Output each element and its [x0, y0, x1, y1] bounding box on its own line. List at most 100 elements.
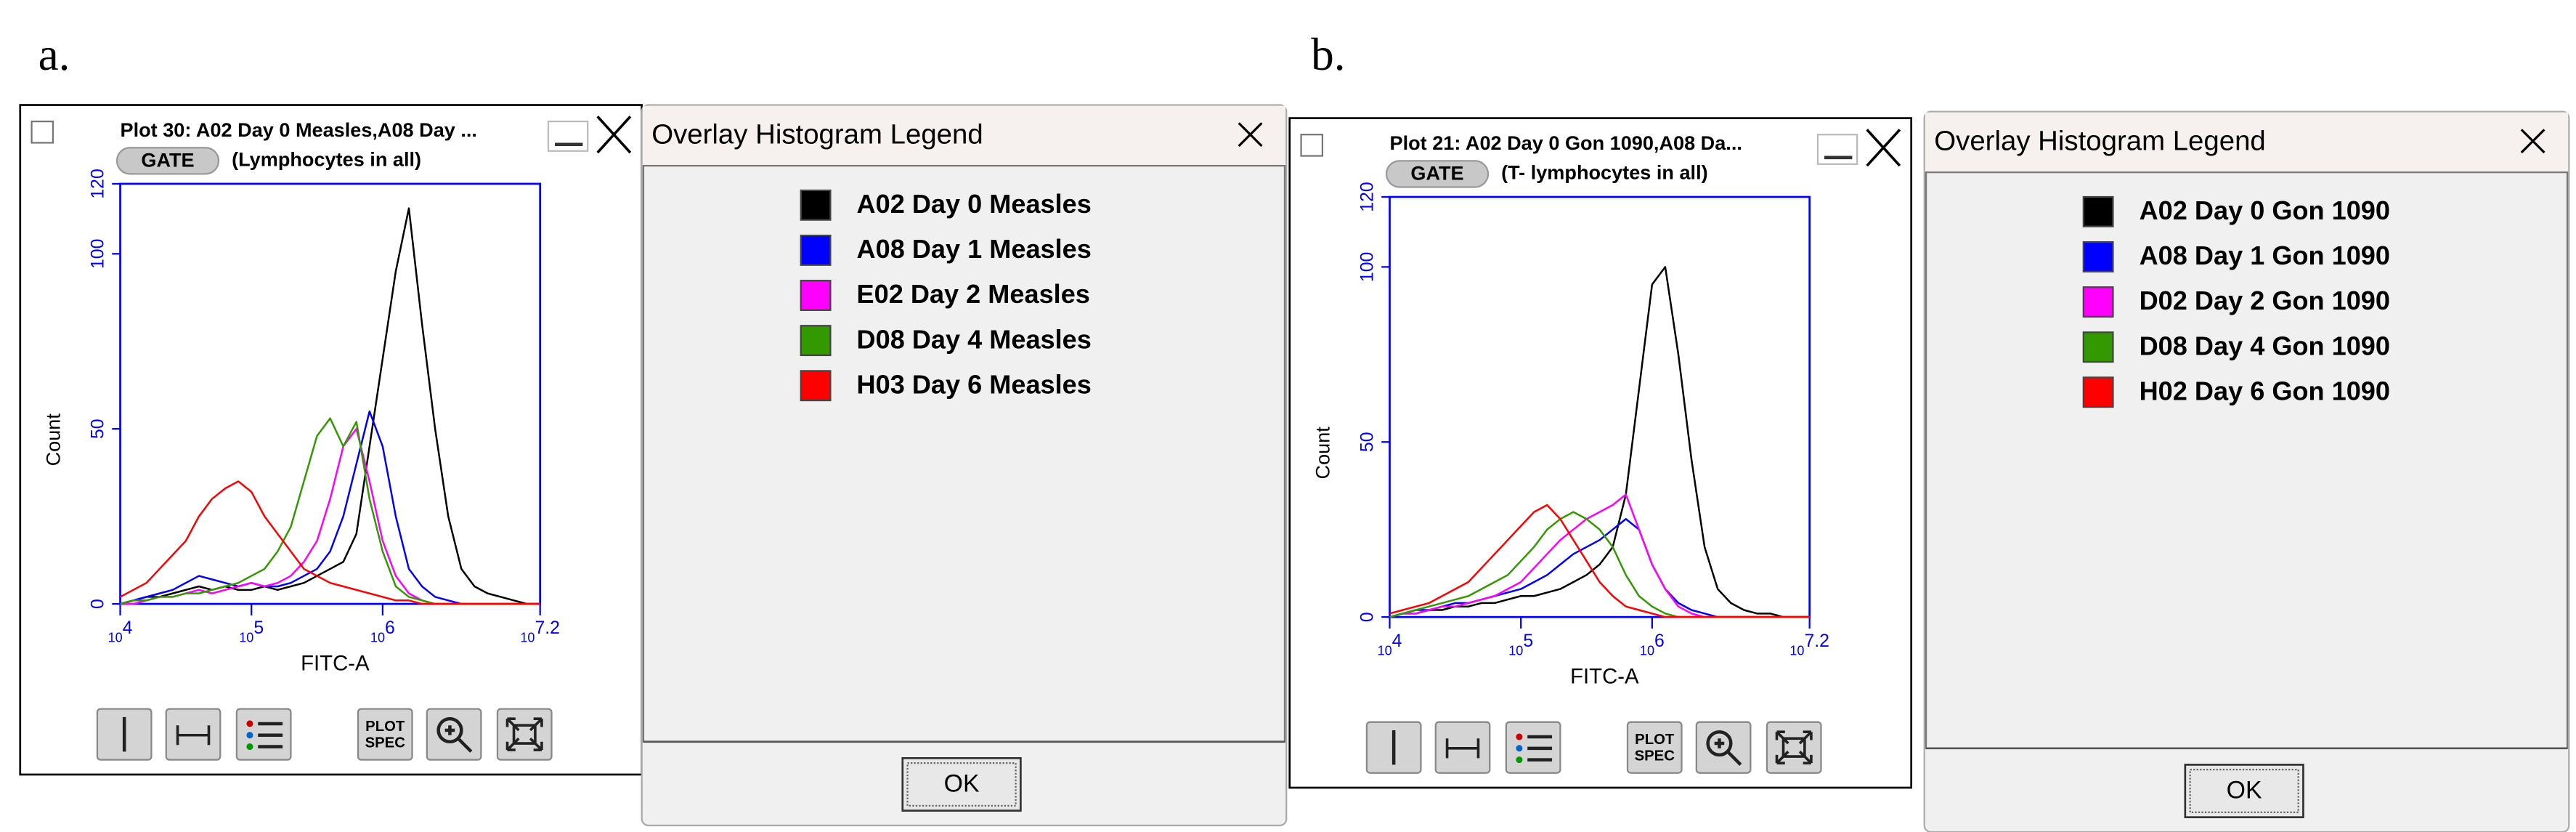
ok-button[interactable] [2184, 764, 2304, 819]
legend-entry: A02 Day 0 Measles [857, 189, 1092, 219]
x-axis-label: FITC-A [1570, 664, 1639, 688]
button-face [357, 708, 413, 761]
histogram-line [1389, 504, 1810, 618]
ok-button[interactable] [901, 757, 1022, 812]
legend-close[interactable] [1238, 122, 1263, 148]
legend-body [1925, 171, 2569, 749]
minimize-button[interactable] [547, 120, 589, 152]
icon [1516, 745, 1523, 752]
legend-entry: D08 Day 4 Measles [857, 324, 1092, 354]
y-tick-label: 50 [1358, 432, 1378, 452]
x-tick-base: 10 [108, 630, 123, 645]
close-icon[interactable] [1866, 129, 1901, 167]
ok-label: OK [944, 770, 980, 798]
toolbar-button[interactable] [96, 708, 153, 761]
gate-pill[interactable] [115, 147, 220, 175]
legend-close[interactable] [2520, 129, 2545, 154]
icon [444, 725, 473, 753]
x-tick-base: 10 [1508, 643, 1523, 658]
legend-swatch [800, 234, 832, 266]
x-tick-label: 105 [1508, 631, 1533, 658]
window-frame [19, 104, 643, 776]
toolbar-button[interactable] [1365, 721, 1422, 774]
toolbar-button[interactable] [1766, 721, 1822, 774]
y-tick-label: 120 [1358, 182, 1378, 211]
x-tick-label: 107.2 [1789, 631, 1829, 658]
button-face [1695, 721, 1752, 774]
icon [246, 743, 253, 751]
plot-series [1389, 266, 1810, 618]
legend-titlebar [642, 105, 1286, 165]
y-tick-label: 0 [89, 599, 108, 609]
button-face [1766, 721, 1822, 774]
x-tick-exponent: 5 [253, 618, 264, 638]
plot-window: Plot 21: A02 Day 0 Gon 1090,A08 Da... GAT… [1288, 117, 1913, 789]
toolbar-button[interactable] [1505, 721, 1561, 774]
toolbar-button[interactable] [496, 708, 553, 761]
gate-pill[interactable] [1385, 160, 1490, 188]
minimize-button[interactable] [1816, 134, 1858, 165]
x-tick-exponent: 6 [385, 618, 395, 638]
y-tick-label: 100 [1358, 252, 1378, 282]
x-tick-base: 10 [1789, 643, 1804, 658]
legend-title: Overlay Histogram Legend [1934, 126, 2265, 157]
legend-window: Overlay Histogram Legend A02 Day 0 Measle… [641, 104, 1288, 827]
legend-swatch [2082, 195, 2114, 227]
legend-swatch [2082, 241, 2114, 272]
x-tick-exponent: 4 [123, 618, 133, 638]
histogram-line [120, 207, 540, 605]
icon [1714, 738, 1742, 767]
y-axis-label: Count [41, 413, 64, 467]
legend-titlebar [1925, 112, 2569, 172]
toolbar-button[interactable] [1695, 721, 1752, 774]
x-tick-exponent: 5 [1523, 631, 1533, 651]
icon [1516, 733, 1523, 740]
legend-swatch [800, 189, 832, 221]
toolbar-button[interactable] [235, 708, 292, 761]
x-tick-exponent: 4 [1392, 631, 1402, 651]
x-tick-base: 10 [370, 630, 385, 645]
plot-spec-text: PLOT [1635, 732, 1675, 748]
y-tick-label: 50 [89, 419, 108, 439]
legend-entry: D08 Day 4 Gon 1090 [2140, 331, 2390, 360]
icon [436, 716, 463, 744]
checkbox[interactable] [31, 120, 54, 144]
plot-spec-text: PLOT [365, 719, 405, 735]
toolbar-button[interactable] [426, 708, 482, 761]
button-face [1626, 721, 1683, 774]
legend-entry: E02 Day 2 Measles [857, 279, 1090, 309]
y-tick-label: 100 [89, 239, 108, 269]
legend-entry: D02 Day 2 Gon 1090 [2140, 286, 2390, 315]
gate-note: (Lymphocytes in all) [232, 148, 421, 170]
plot-series [119, 207, 540, 605]
legend-title: Overlay Histogram Legend [651, 119, 983, 150]
legend-swatch [2082, 286, 2114, 318]
legend-entry: H03 Day 6 Measles [857, 369, 1092, 399]
checkbox[interactable] [1300, 134, 1324, 157]
gate-label: GATE [141, 149, 194, 171]
histogram-line [119, 480, 540, 605]
toolbar-button[interactable] [1434, 721, 1491, 774]
icon [246, 732, 253, 739]
legend-swatch [800, 370, 832, 402]
window-title: Plot 30: A02 Day 0 Measles,A08 Day ... [121, 118, 477, 141]
icon [1445, 738, 1480, 759]
ok-button-focus [2189, 769, 2299, 814]
legend-swatch [800, 325, 832, 357]
icon [1516, 756, 1523, 764]
icon [246, 720, 253, 727]
icon [505, 717, 543, 751]
toolbar-button[interactable] [165, 708, 222, 761]
x-tick-label: 104 [1378, 631, 1402, 658]
legend-entry: A08 Day 1 Measles [857, 234, 1092, 264]
legend-entry: A08 Day 1 Gon 1090 [2140, 241, 2390, 270]
x-tick-base: 10 [520, 630, 535, 645]
y-tick-label: 0 [1358, 612, 1378, 622]
panel-label: a. [38, 29, 70, 80]
x-tick-base: 10 [1378, 643, 1392, 658]
close-icon[interactable] [596, 116, 632, 154]
ok-label: OK [2227, 777, 2262, 804]
